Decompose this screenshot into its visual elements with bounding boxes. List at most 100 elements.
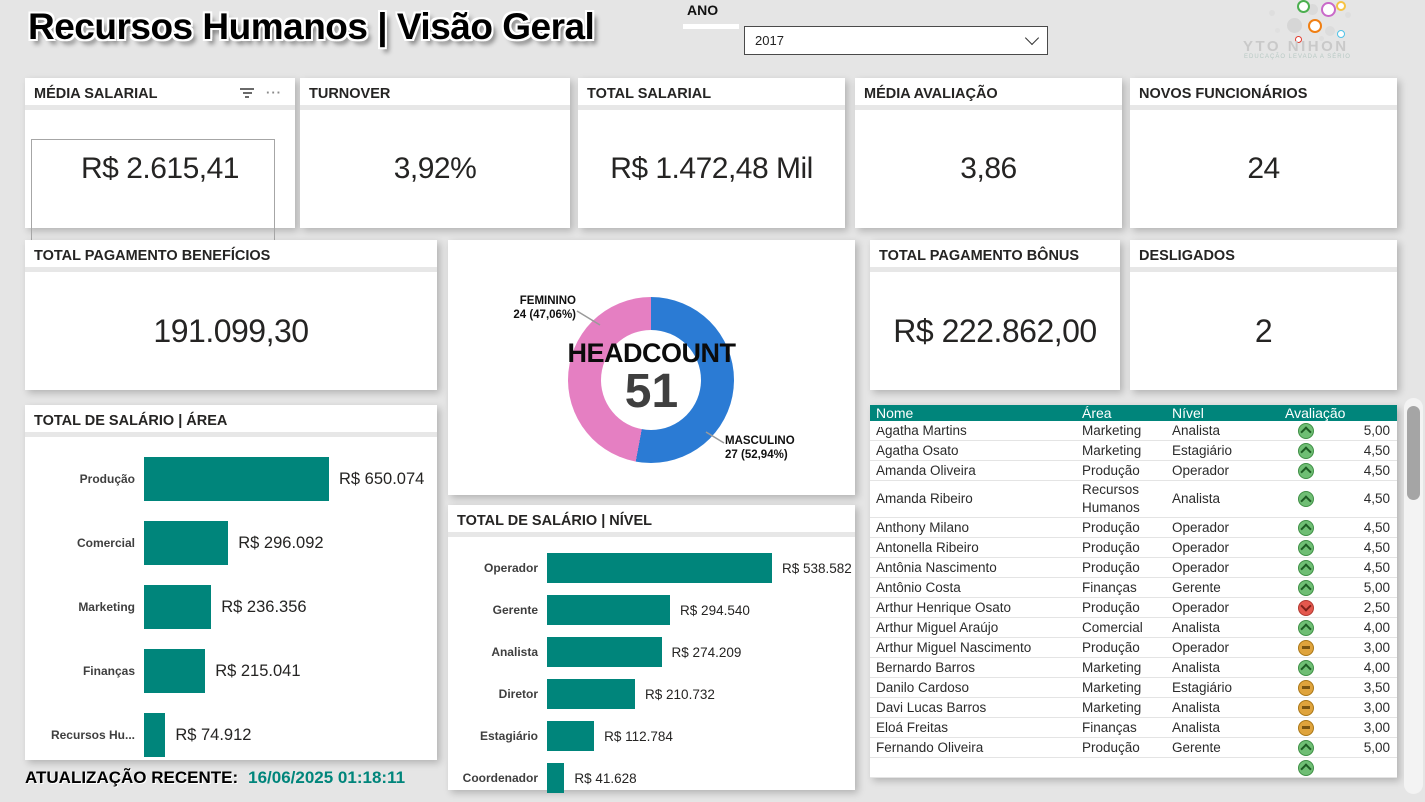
cell-avaliacao: 3,00 bbox=[1363, 639, 1390, 655]
bar[interactable] bbox=[144, 457, 329, 501]
cell-area: Marketing bbox=[1082, 679, 1142, 695]
card-title: MÉDIA SALARIAL bbox=[34, 86, 158, 102]
table-row[interactable]: Antônia Nascimento Produção Operador 4,50 bbox=[870, 558, 1397, 578]
bar[interactable] bbox=[144, 713, 166, 757]
kpi-card-pagamento-bonus[interactable]: TOTAL PAGAMENTO BÔNUS R$ 222.862,00 bbox=[870, 240, 1120, 390]
card-divider bbox=[870, 267, 1120, 272]
table-row[interactable]: Arthur Miguel Araújo Comercial Analista 4,0… bbox=[870, 618, 1397, 638]
salario-nivel-bar-chart[interactable]: TOTAL DE SALÁRIO | NÍVEL Operador R$ 538.… bbox=[448, 505, 855, 793]
table-header-row[interactable]: Nome Área Nível Avaliação ▲ bbox=[870, 405, 1397, 429]
bar-row[interactable]: Finanças R$ 215.041 bbox=[25, 639, 437, 703]
headcount-donut-chart[interactable]: HEADCOUNT 51 FEMININO 24 (47,06%) MASCUL… bbox=[448, 240, 855, 495]
card-divider bbox=[1130, 267, 1397, 272]
data-label: R$ 294.540 bbox=[680, 602, 750, 618]
card-title: NOVOS FUNCIONÁRIOS bbox=[1139, 86, 1308, 102]
kpi-card-media-avaliacao[interactable]: MÉDIA AVALIAÇÃO 3,86 bbox=[855, 78, 1122, 228]
cell-nivel: Gerente bbox=[1172, 579, 1221, 595]
cell-avaliacao: 5,00 bbox=[1363, 422, 1390, 438]
scrollbar-thumb[interactable] bbox=[1407, 406, 1420, 500]
column-header-nivel[interactable]: Nível bbox=[1172, 405, 1204, 421]
table-row[interactable]: Arthur Miguel Nascimento Produção Operador… bbox=[870, 638, 1397, 658]
column-header-avaliacao[interactable]: Avaliação bbox=[1285, 405, 1346, 421]
column-header-area[interactable]: Área bbox=[1082, 405, 1112, 421]
kpi-card-turnover[interactable]: TURNOVER 3,92% bbox=[300, 78, 570, 228]
kpi-value: 2 bbox=[1254, 312, 1273, 349]
cell-area: Produção bbox=[1082, 462, 1140, 478]
employees-table[interactable]: Nome Área Nível Avaliação ▲ Agatha Marti… bbox=[870, 405, 1397, 778]
filter-icon[interactable] bbox=[240, 88, 254, 98]
bar-row[interactable]: Comercial R$ 296.092 bbox=[25, 511, 437, 575]
slicer-underline bbox=[683, 24, 739, 29]
donut-hole bbox=[601, 330, 701, 430]
data-label: R$ 650.074 bbox=[339, 469, 425, 488]
bar-row[interactable]: Produção R$ 650.074 bbox=[25, 447, 437, 511]
bar[interactable] bbox=[547, 595, 671, 625]
chevron-down-icon[interactable] bbox=[1024, 30, 1040, 46]
table-body: Agatha Martins Marketing Analista 5,00 Agath… bbox=[870, 421, 1397, 778]
page-scrollbar[interactable] bbox=[1404, 398, 1423, 794]
kpi-card-novos-funcionarios[interactable]: NOVOS FUNCIONÁRIOS 24 bbox=[1130, 78, 1397, 228]
bar[interactable] bbox=[547, 679, 636, 709]
kpi-value: 24 bbox=[1247, 152, 1280, 185]
kpi-value: 3,86 bbox=[960, 152, 1017, 185]
logo-network-graphic bbox=[1261, 0, 1361, 43]
cell-nivel: Analista bbox=[1172, 619, 1221, 635]
bar-row[interactable]: Recursos Hu... R$ 74.912 bbox=[25, 703, 437, 767]
table-row[interactable]: Danilo Cardoso Marketing Estagiário 3,50 bbox=[870, 678, 1397, 698]
kpi-card-pagamento-beneficios[interactable]: TOTAL PAGAMENTO BENEFÍCIOS 191.099,30 bbox=[25, 240, 437, 390]
bar[interactable] bbox=[144, 521, 229, 565]
bar-row[interactable]: Diretor R$ 210.732 bbox=[448, 673, 855, 715]
circle-chevron-up-icon bbox=[1298, 442, 1314, 459]
bar[interactable] bbox=[144, 649, 206, 693]
table-row[interactable]: Antonella Ribeiro Produção Operador 4,50 bbox=[870, 538, 1397, 558]
table-row[interactable]: Antônio Costa Finanças Gerente 5,00 bbox=[870, 578, 1397, 598]
bar-row[interactable]: Estagiário R$ 112.784 bbox=[448, 715, 855, 757]
bar[interactable] bbox=[547, 763, 565, 793]
bar-row[interactable]: Gerente R$ 294.540 bbox=[448, 589, 855, 631]
more-options-icon[interactable]: ··· bbox=[266, 84, 282, 100]
card-divider bbox=[855, 105, 1122, 110]
cell-avaliacao: 5,00 bbox=[1363, 739, 1390, 755]
category-label: Analista bbox=[491, 645, 538, 659]
category-label: Diretor bbox=[498, 687, 538, 701]
salario-area-bar-chart[interactable]: TOTAL DE SALÁRIO | ÁREA Produção R$ 650.0… bbox=[25, 405, 437, 760]
table-row[interactable]: Agatha Martins Marketing Analista 5,00 bbox=[870, 421, 1397, 441]
kpi-card-media-salarial[interactable]: MÉDIA SALARIAL R$ 2.615,41 ··· bbox=[25, 78, 295, 257]
bar[interactable] bbox=[547, 553, 772, 583]
bar-row[interactable]: Analista R$ 274.209 bbox=[448, 631, 855, 673]
card-title: TOTAL PAGAMENTO BÔNUS bbox=[879, 248, 1080, 264]
circle-chevron-up-icon bbox=[1298, 491, 1314, 507]
table-row-partial[interactable] bbox=[870, 758, 1397, 778]
donut-title: HEADCOUNT bbox=[567, 338, 737, 368]
bar[interactable] bbox=[547, 637, 662, 667]
bar-row[interactable]: Operador R$ 538.582 bbox=[448, 547, 855, 589]
circle-chevron-dash-icon bbox=[1298, 699, 1314, 716]
card-divider bbox=[448, 532, 855, 537]
logo-tagline: EDUCAÇÃO LEVADA A SÉRIO bbox=[1244, 54, 1351, 60]
bar-row[interactable]: Marketing R$ 236.356 bbox=[25, 575, 437, 639]
bar[interactable] bbox=[144, 585, 212, 629]
cell-avaliacao: 4,00 bbox=[1363, 659, 1390, 675]
cell-area: Marketing bbox=[1082, 659, 1142, 675]
bar[interactable] bbox=[547, 721, 595, 751]
cell-nivel: Analista bbox=[1172, 719, 1221, 735]
table-row[interactable]: Davi Lucas Barros Marketing Analista 3,00 bbox=[870, 698, 1397, 718]
table-row[interactable]: Fernando Oliveira Produção Gerente 5,00 bbox=[870, 738, 1397, 758]
table-row[interactable]: Arthur Henrique Osato Produção Operador 2,5… bbox=[870, 598, 1397, 618]
cell-nome: Bernardo Barros bbox=[876, 659, 976, 675]
table-row[interactable]: Bernardo Barros Marketing Analista 4,00 bbox=[870, 658, 1397, 678]
cell-nivel: Operador bbox=[1172, 519, 1230, 535]
table-row[interactable]: Anthony Milano Produção Operador 4,50 bbox=[870, 518, 1397, 538]
table-row[interactable]: Amanda Ribeiro Recursos Humanos Analista 4,… bbox=[870, 481, 1397, 518]
kpi-card-total-salarial[interactable]: TOTAL SALARIAL R$ 1.472,48 Mil bbox=[578, 78, 845, 228]
bar-row[interactable]: Coordenador R$ 41.628 bbox=[448, 757, 855, 799]
kpi-value: R$ 2.615,41 bbox=[81, 152, 239, 185]
table-row[interactable]: Amanda Oliveira Produção Operador 4,50 bbox=[870, 461, 1397, 481]
column-header-nome[interactable]: Nome bbox=[876, 405, 914, 421]
circle-chevron-up-icon bbox=[1298, 422, 1314, 439]
year-dropdown[interactable]: 2017 bbox=[744, 26, 1048, 55]
table-row[interactable]: Agatha Osato Marketing Estagiário 4,50 bbox=[870, 441, 1397, 461]
card-title: TOTAL DE SALÁRIO | NÍVEL bbox=[457, 513, 652, 529]
kpi-card-desligados[interactable]: DESLIGADOS 2 bbox=[1130, 240, 1397, 390]
table-row[interactable]: Eloá Freitas Finanças Analista 3,00 bbox=[870, 718, 1397, 738]
